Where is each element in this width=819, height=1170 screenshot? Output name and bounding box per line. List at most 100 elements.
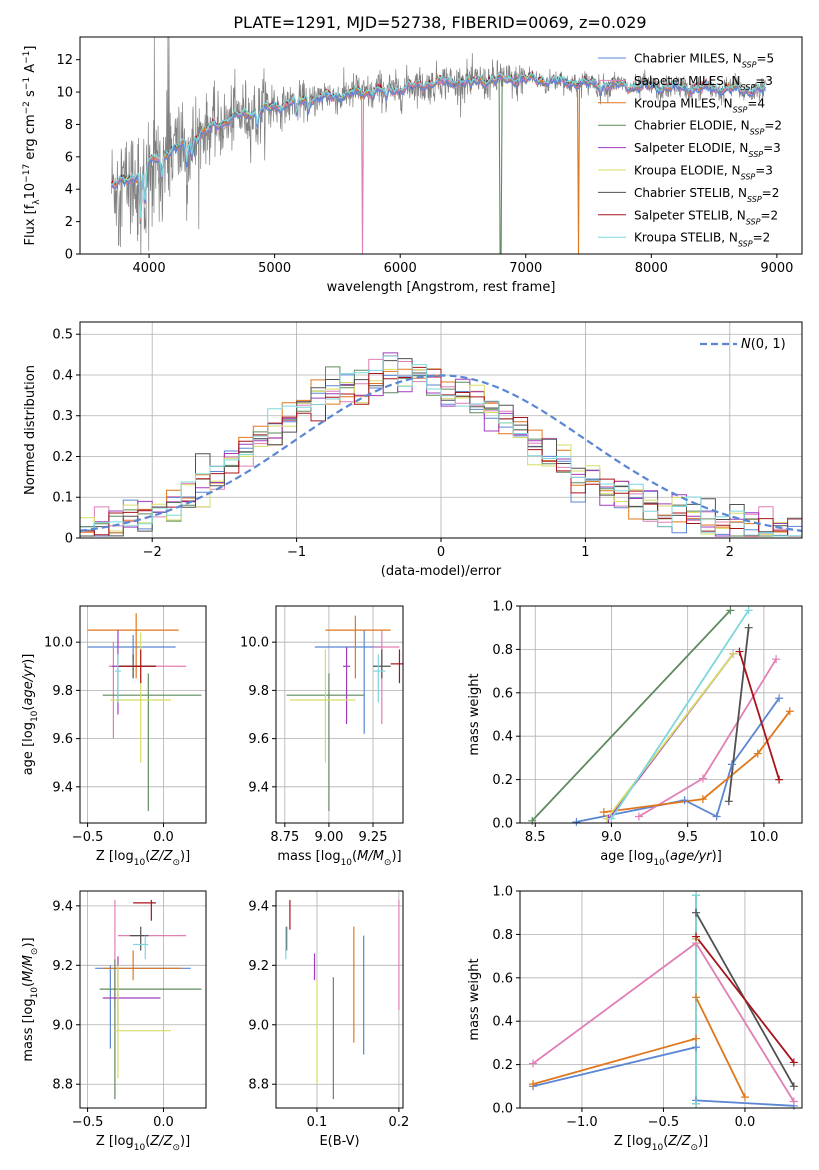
y-tick-label: 0.4 <box>492 1015 513 1030</box>
legend-label: Kroupa MILES, NSSP=4 <box>634 96 765 114</box>
weight-marker <box>789 1058 798 1067</box>
legend-label: Kroupa ELODIE, NSSP=3 <box>634 164 773 182</box>
legend-label: Kroupa STELIB, NSSP=2 <box>634 231 770 249</box>
legend-label: Chabrier ELODIE, NSSP=2 <box>634 119 782 137</box>
legend-label: Chabrier STELIB, NSSP=2 <box>634 186 779 204</box>
weight-marker <box>599 808 608 817</box>
weight-marker <box>529 1080 538 1089</box>
chart-weight-vs-age: 8.5 9.0 9.5 10.0 0.0 0.2 0.4 0.6 0.8 1.0 age [log1… <box>467 600 803 868</box>
y-axis-label: age [log10(age/yr)] <box>21 654 40 776</box>
weight-marker <box>740 1093 749 1102</box>
x-tick-label: 8.5 <box>525 830 546 845</box>
x-tick-label: 8000 <box>635 261 668 276</box>
weight-marker <box>726 606 735 615</box>
weight-marker <box>789 1082 798 1091</box>
y-tick-label: 8.8 <box>248 1078 269 1093</box>
weight-marker <box>607 814 616 823</box>
weight-marker <box>634 812 643 821</box>
y-tick-label: 8.8 <box>52 1078 73 1093</box>
y-tick-label: 10 <box>56 86 73 101</box>
weight-marker <box>775 775 784 784</box>
y-tick-label: 9.6 <box>52 732 73 747</box>
weight-marker <box>572 817 581 826</box>
y-tick-label: 1.0 <box>492 885 513 900</box>
x-axis-label: age [log10(age/yr)] <box>600 849 722 868</box>
y-tick-label: 9.8 <box>248 684 269 699</box>
y-tick-label: 9.4 <box>52 899 73 914</box>
x-tick-label: 4000 <box>133 261 166 276</box>
y-tick-label: 12 <box>56 53 73 68</box>
weight-line <box>727 627 750 802</box>
weight-marker <box>789 1097 798 1106</box>
y-tick-label: 9.2 <box>52 959 73 974</box>
x-tick-label: 7000 <box>509 261 542 276</box>
y-tick-label: 1.0 <box>492 600 513 615</box>
plot-area <box>286 615 403 811</box>
x-axis-label: (data-model)/error <box>381 564 502 579</box>
chart-mass-vs-z: −0.5 0.0 8.8 9.0 9.2 9.4 Z [log10(Z/Z⊙)] mass [… <box>21 890 207 1153</box>
y-tick-label: 4 <box>65 183 73 198</box>
residual-histogram <box>80 366 802 537</box>
y-tick-label: 9.4 <box>248 899 269 914</box>
y-tick-label: 0.6 <box>492 971 513 986</box>
chart-age-vs-z: −0.5 0.0 9.4 9.6 9.8 10.0 Z [log10(Z/Z⊙)] age [… <box>21 605 207 868</box>
axes-frame <box>519 605 803 824</box>
plot-area <box>110 37 766 254</box>
x-tick-label: 1 <box>581 545 589 560</box>
y-tick-label: 9.8 <box>52 684 73 699</box>
chart-residuals: −2 −1 0 1 2 0 0.1 0.2 0.3 0.4 0.5 N(0, 1) (data-mode… <box>23 321 803 579</box>
chart-mass-vs-ebv: 0.1 0.2 8.8 9.0 9.2 9.4 E(B-V) <box>248 890 409 1149</box>
weight-line <box>610 609 750 820</box>
plot-area <box>80 352 802 537</box>
weight-marker <box>698 774 707 783</box>
weight-line <box>531 609 732 822</box>
x-axis-label: Z [log10(Z/Z⊙)] <box>96 1134 190 1153</box>
x-tick-label: 5000 <box>258 261 291 276</box>
y-tick-label: 0.0 <box>492 1102 513 1117</box>
y-tick-label: 0 <box>65 532 73 547</box>
y-tick-label: 9.4 <box>248 780 269 795</box>
weight-marker <box>692 993 701 1002</box>
weight-marker <box>529 1059 538 1068</box>
x-tick-label: 0 <box>437 545 445 560</box>
weight-marker <box>753 749 762 758</box>
axes-frame <box>79 36 803 255</box>
y-axis-label: mass weight <box>467 673 482 755</box>
legend-label: Chabrier MILES, NSSP=5 <box>634 52 774 70</box>
y-tick-label: 9.0 <box>52 1018 73 1033</box>
observed-spectrum-line <box>111 37 766 254</box>
x-axis-label: Z [log10(Z/Z⊙)] <box>96 849 190 868</box>
weight-marker <box>692 1099 701 1108</box>
weight-line <box>532 996 746 1098</box>
y-tick-label: 0.8 <box>492 643 513 658</box>
y-tick-label: 9.2 <box>248 959 269 974</box>
x-tick-label: 9000 <box>760 261 793 276</box>
weight-line <box>695 936 795 1063</box>
figure-title: PLATE=1291, MJD=52738, FIBERID=0069, z=0… <box>233 13 646 32</box>
weight-marker <box>735 647 744 656</box>
weight-marker <box>724 797 733 806</box>
axes-frame <box>79 890 207 1109</box>
weight-marker <box>692 932 701 941</box>
y-tick-label: 0.4 <box>52 368 73 383</box>
y-axis-label: Normed distribution <box>23 365 38 495</box>
x-tick-label: 9.0 <box>601 830 622 845</box>
x-tick-label: 0.1 <box>307 1115 328 1130</box>
model-spectrum-chabrier-miles <box>111 74 766 218</box>
x-tick-label: 8.75 <box>270 830 299 845</box>
weight-marker <box>680 796 689 805</box>
y-tick-label: 9.4 <box>52 780 73 795</box>
weight-line <box>638 658 777 818</box>
x-axis-label: E(B-V) <box>319 1134 359 1149</box>
y-tick-label: 9.0 <box>248 1018 269 1033</box>
x-tick-label: −1 <box>287 545 306 560</box>
weight-marker <box>692 1043 701 1052</box>
x-tick-label: 10.0 <box>749 830 778 845</box>
legend-label: Salpeter ELODIE, NSSP=3 <box>634 141 781 159</box>
y-tick-label: 8 <box>65 118 73 133</box>
y-tick-label: 0 <box>65 248 73 263</box>
y-axis-label: mass [log10(M/M⊙)] <box>21 937 40 1061</box>
weight-line <box>606 653 735 820</box>
y-tick-label: 0.8 <box>492 928 513 943</box>
